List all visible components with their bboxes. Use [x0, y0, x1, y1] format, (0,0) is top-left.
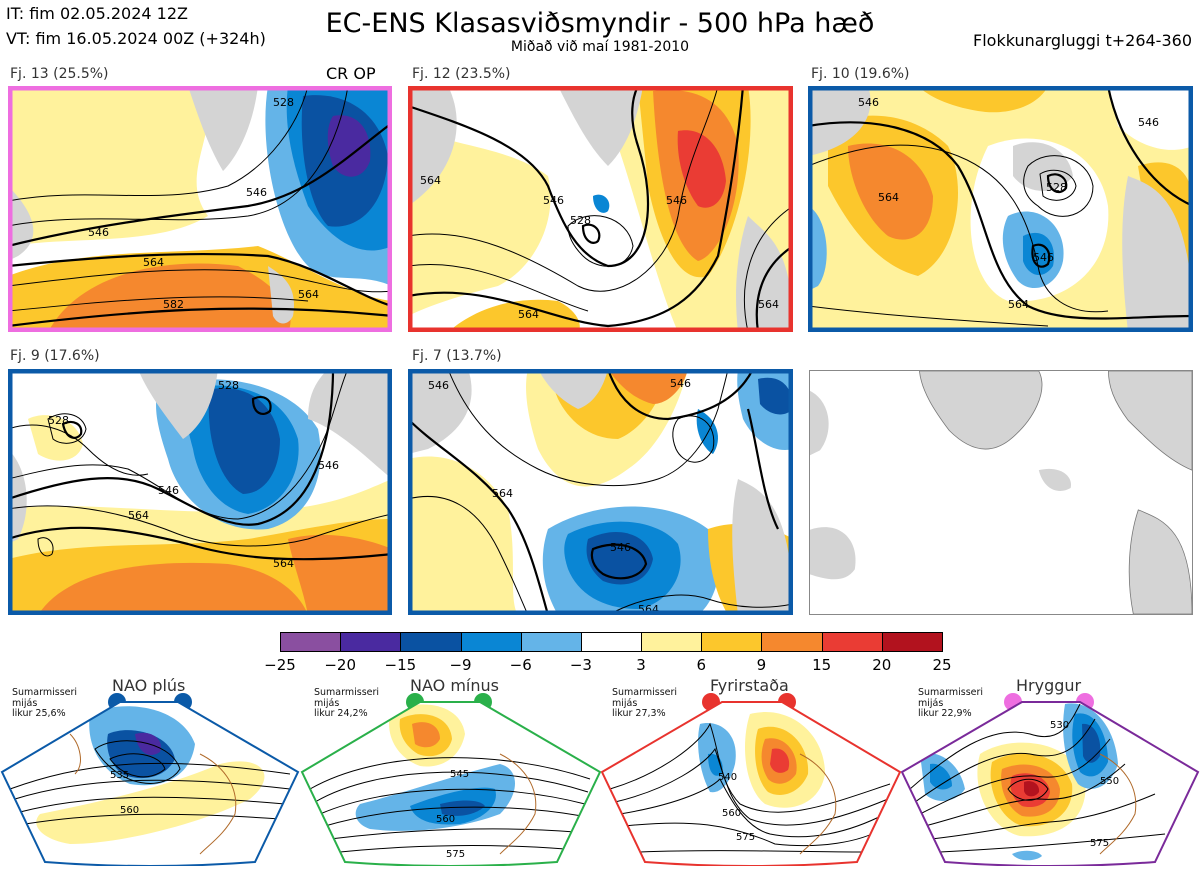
regime-blocking-title: Fyrirstaða: [710, 676, 789, 695]
regime-nao-minus-title: NAO mínus: [410, 676, 499, 695]
regime-nao-plus-title: NAO plús: [112, 676, 186, 695]
cluster-frame: [808, 86, 1193, 332]
colorbar-box: [520, 632, 582, 652]
contour-label: 546: [1138, 116, 1159, 129]
contour-label: 564: [518, 308, 539, 321]
page-subtitle: Miðað við maí 1981-2010: [510, 39, 690, 55]
cluster-9-label: Fj. 9 (17.6%): [10, 348, 100, 364]
contour-label: 545: [450, 769, 469, 780]
contour-label: 546: [858, 96, 879, 109]
cluster-frame: [408, 369, 793, 615]
colorbar-box: [460, 632, 522, 652]
colorbar-box: [761, 632, 823, 652]
control-run-label: CR OP: [326, 64, 376, 83]
anomaly-colorbar: [280, 632, 943, 652]
contour-label: 564: [143, 256, 164, 269]
colorbar-tick-label: 3: [636, 656, 646, 674]
contour-label: 546: [610, 541, 631, 554]
regime-ridge-note: Sumarmisseri mijás likur 22,9%: [918, 687, 984, 719]
colorbar-box: [701, 632, 763, 652]
colorbar-box: [580, 632, 643, 652]
contour-label: 564: [492, 487, 513, 500]
contour-label: 546: [318, 459, 339, 472]
page-title: EC-ENS Klasasviðsmyndir - 500 hPa hæð: [325, 8, 875, 39]
init-time: IT: fim 02.05.2024 12Z: [6, 4, 188, 23]
contour-label: 546: [543, 194, 564, 207]
cluster-12-label: Fj. 12 (23.5%): [412, 66, 511, 82]
contour-label: 582: [163, 298, 184, 311]
contour-label: 528: [218, 379, 239, 392]
colorbar-tick-label: 6: [696, 656, 707, 674]
contour-label: 528: [570, 214, 591, 227]
regime-nao-plus-note: Sumarmisseri mijás likur 25,6%: [12, 687, 78, 719]
contour-label: 546: [428, 379, 449, 392]
contour-label: 564: [273, 557, 294, 570]
colorbar-box: [280, 632, 342, 652]
colorbar-tick-label: 9: [756, 656, 767, 674]
contour-label: 575: [1090, 838, 1109, 849]
regime-ridge-title: Hryggur: [1016, 676, 1082, 695]
colorbar-box: [821, 632, 883, 652]
colorbar-tick-label: −6: [509, 656, 532, 674]
cluster-7-map: 546 546 564 546 564: [408, 369, 793, 615]
colorbar-tick-label: 25: [932, 656, 952, 674]
regime-nao-plus-map: 535 560: [0, 701, 300, 866]
cluster-13-map: 546 546 564 582 564 528: [8, 86, 392, 332]
reference-land-map: [809, 370, 1193, 615]
cluster-10-map: 564 546 528 546 564 546: [808, 86, 1193, 332]
cluster-9-map: 528 528 546 546 564 564: [8, 369, 392, 615]
contour-label: 546: [1033, 251, 1054, 264]
colorbar-box: [641, 632, 703, 652]
colorbar-box: [881, 632, 943, 652]
contour-label: 564: [298, 288, 319, 301]
colorbar-tick-label: −15: [384, 656, 417, 674]
cluster-7-label: Fj. 7 (13.7%): [412, 348, 502, 364]
regime-ridge-map: 530 550 575: [900, 701, 1200, 866]
contour-label: 528: [48, 414, 69, 427]
contour-label: 535: [110, 770, 129, 781]
contour-label: 564: [1008, 298, 1029, 311]
colorbar-tick-label: −25: [264, 656, 296, 674]
contour-label: 564: [420, 174, 441, 187]
colorbar-tick-label: 20: [872, 656, 892, 674]
contour-label: 546: [158, 484, 179, 497]
cluster-12-map: 546 546 528 564 564 564: [408, 86, 793, 332]
regime-blocking-note: Sumarmisseri mijás likur 27,3%: [612, 687, 678, 719]
colorbar-tick-label: −20: [324, 656, 356, 674]
contour-label: 560: [722, 808, 741, 819]
contour-label: 550: [1100, 776, 1119, 787]
contour-label: 530: [1050, 720, 1069, 731]
colorbar-box: [340, 632, 402, 652]
contour-label: 560: [436, 814, 455, 825]
contour-label: 575: [736, 832, 755, 843]
cluster-frame: [8, 369, 392, 615]
contour-label: 528: [273, 96, 294, 109]
valid-time: VT: fim 16.05.2024 00Z (+324h): [6, 29, 266, 48]
colorbar-tick-label: 15: [812, 656, 832, 674]
contour-label: 546: [666, 194, 687, 207]
contour-label: 546: [88, 226, 109, 239]
contour-label: 564: [758, 298, 779, 311]
cluster-frame: [8, 86, 392, 332]
classification-window: Flokkunargluggi t+264-360: [973, 31, 1192, 50]
contour-label: 564: [878, 191, 899, 204]
contour-label: 528: [1046, 181, 1067, 194]
contour-label: 564: [128, 509, 149, 522]
regime-blocking-map: 540 560 575: [600, 701, 902, 866]
colorbar-tick-label: −9: [449, 656, 472, 674]
contour-label: 546: [246, 186, 267, 199]
colorbar-tick-label: −3: [569, 656, 592, 674]
regime-nao-minus-map: 545 560 575: [300, 701, 602, 866]
contour-label: 546: [670, 377, 691, 390]
cluster-10-label: Fj. 10 (19.6%): [811, 66, 910, 82]
contour-label: 575: [446, 849, 465, 860]
cluster-frame: [408, 86, 793, 332]
colorbar-box: [400, 632, 462, 652]
contour-label: 540: [718, 772, 737, 783]
contour-label: 560: [120, 805, 139, 816]
regime-nao-minus-note: Sumarmisseri mijás likur 24,2%: [314, 687, 380, 719]
cluster-13-label: Fj. 13 (25.5%): [10, 66, 109, 82]
